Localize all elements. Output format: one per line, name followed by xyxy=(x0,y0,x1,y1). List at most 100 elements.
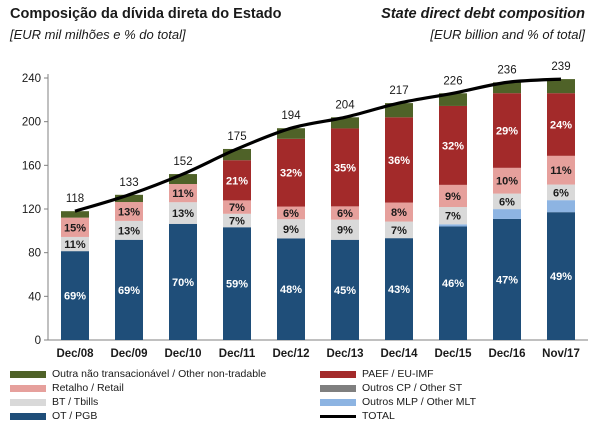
bar-segment xyxy=(493,167,521,194)
data-label: 69% xyxy=(118,285,140,297)
debt-composition-chart: 0 40 80 120 160 200 240 Dec/08 Dec/09 Dec/10 Dec/1… xyxy=(22,61,588,360)
y-tick-label: 80 xyxy=(28,248,41,260)
legend-swatch xyxy=(10,384,46,392)
bar-segment xyxy=(493,193,521,210)
data-label: 7% xyxy=(445,211,461,223)
bar-segment xyxy=(493,82,521,94)
data-label: 6% xyxy=(283,208,299,220)
legend-item: PAEF / EU-IMF xyxy=(320,368,434,380)
y-tick-label: 240 xyxy=(22,73,41,85)
legend-label: Retalho / Retail xyxy=(52,382,124,394)
bar-segment xyxy=(385,202,413,222)
y-tick-label: 0 xyxy=(35,335,41,347)
bar-segment xyxy=(223,148,251,161)
bar-segment xyxy=(547,184,575,201)
bar-segment xyxy=(385,103,413,118)
x-tick-label: Dec/16 xyxy=(488,348,525,360)
data-label: 13% xyxy=(172,208,194,220)
bar-segment xyxy=(331,219,359,240)
data-label: 45% xyxy=(334,285,356,297)
bar-segment xyxy=(115,239,143,340)
data-label: 59% xyxy=(226,279,248,291)
bar-segment xyxy=(223,227,251,340)
x-tick-label: Dec/09 xyxy=(110,348,147,360)
x-tick-label: Dec/10 xyxy=(164,348,201,360)
bar-segment xyxy=(439,207,467,225)
total-label: 175 xyxy=(227,131,246,143)
total-label: 204 xyxy=(335,99,355,111)
legend-label: Outros CP / Other ST xyxy=(362,382,463,394)
legend-item: Outros CP / Other ST xyxy=(320,382,462,394)
data-label: 6% xyxy=(553,187,569,199)
bar-segment xyxy=(277,238,305,340)
y-tick-label: 40 xyxy=(28,291,41,303)
bar-segment xyxy=(61,236,89,252)
y-tick-label: 160 xyxy=(22,160,41,172)
y-tick-label: 200 xyxy=(22,117,41,129)
bar-segment xyxy=(385,221,413,239)
data-label: 7% xyxy=(391,225,407,237)
bar-segment xyxy=(169,223,197,340)
y-tick-label: 120 xyxy=(22,204,41,216)
data-label: 46% xyxy=(442,278,464,290)
x-tick-label: Dec/08 xyxy=(56,348,94,360)
data-label: 10% xyxy=(496,176,518,188)
bar-segment xyxy=(223,213,251,228)
bar-segment xyxy=(547,79,575,94)
bar-segment xyxy=(277,138,305,207)
data-label: 36% xyxy=(388,155,410,167)
bar-segment xyxy=(277,128,305,139)
legend-label: TOTAL xyxy=(362,410,395,422)
legend-item: BT / Tbills xyxy=(10,396,98,408)
legend-label: Outra não transacionável / Other non-tra… xyxy=(52,368,267,380)
data-label: 6% xyxy=(499,196,515,208)
legend-label: PAEF / EU-IMF xyxy=(362,368,434,380)
bar-segment xyxy=(547,155,575,185)
bar-segment xyxy=(61,217,89,237)
legend-item: Outra não transacionável / Other non-tra… xyxy=(10,368,266,380)
bar-segment xyxy=(547,212,575,340)
bar-segment xyxy=(439,184,467,208)
bar-segment xyxy=(493,93,521,168)
data-label: 24% xyxy=(550,120,572,132)
bar-segment xyxy=(439,224,467,227)
bar-segment xyxy=(331,117,359,129)
data-label: 7% xyxy=(229,202,245,214)
legend-label: Outros MLP / Other MLT xyxy=(362,396,476,408)
legend-item: TOTAL xyxy=(320,410,395,422)
bar-segment xyxy=(385,117,413,203)
x-tick-label: Nov/17 xyxy=(542,348,580,360)
bar-segment xyxy=(385,238,413,340)
bar-segment xyxy=(493,218,521,340)
bar-segment xyxy=(169,202,197,224)
legend-label: BT / Tbills xyxy=(52,396,99,408)
bar-segment xyxy=(277,206,305,220)
data-label: 9% xyxy=(445,191,461,203)
legend-swatch xyxy=(10,412,46,420)
chart-title-pt: Composição da dívida direta do Estado xyxy=(10,6,282,22)
data-label: 35% xyxy=(334,162,356,174)
bar-segment xyxy=(115,194,143,203)
x-tick-label: Dec/11 xyxy=(219,348,256,360)
total-label: 152 xyxy=(173,156,192,168)
x-tick-label: Dec/13 xyxy=(326,348,363,360)
legend-item: Retalho / Retail xyxy=(10,382,124,394)
bar-segment xyxy=(331,239,359,340)
data-label: 21% xyxy=(226,175,248,187)
bar-segment xyxy=(169,184,197,203)
total-label: 118 xyxy=(66,193,84,205)
data-label: 43% xyxy=(388,284,410,296)
total-label: 239 xyxy=(551,61,570,73)
bar-segment xyxy=(169,174,197,185)
data-label: 11% xyxy=(550,165,572,177)
bar-segment xyxy=(439,93,467,106)
legend-swatch xyxy=(320,384,356,392)
data-label: 29% xyxy=(496,126,518,138)
data-label: 13% xyxy=(118,206,140,218)
legend-swatch xyxy=(320,370,356,378)
bar-segment xyxy=(331,206,359,220)
data-label: 9% xyxy=(283,224,299,236)
bar-segment xyxy=(331,128,359,207)
bar-segment xyxy=(547,93,575,156)
bar-segment xyxy=(277,219,305,239)
